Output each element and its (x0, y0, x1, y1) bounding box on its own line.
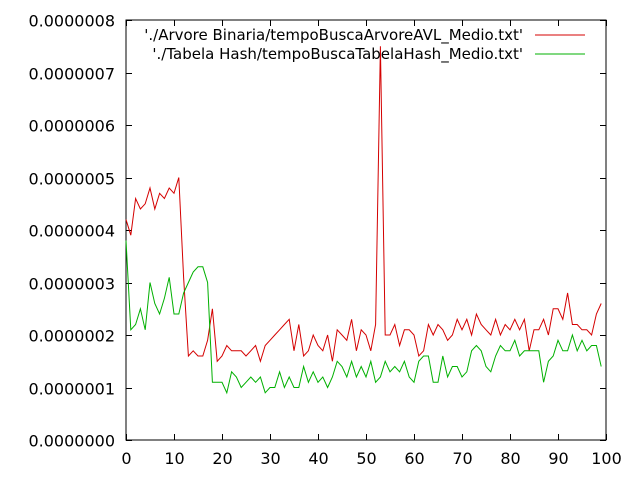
x-tick-label: 90 (548, 449, 568, 468)
x-tick-label: 20 (212, 449, 232, 468)
y-tick-label: 0.0000002 (28, 327, 115, 346)
y-tick-label: 0.0000005 (28, 170, 115, 189)
x-tick-label: 10 (164, 449, 184, 468)
x-tick-label: 50 (356, 449, 376, 468)
series-group (125, 46, 602, 395)
legend-label-1: './Arvore Binaria/tempoBuscaArvoreAVL_Me… (144, 26, 523, 45)
x-tick-label: 30 (260, 449, 280, 468)
y-tick-label: 0.0000006 (28, 117, 115, 136)
x-tick-label: 80 (500, 449, 520, 468)
y-tick-label: 0.0000004 (28, 222, 115, 241)
y-tick-label: 0.0000000 (28, 432, 115, 451)
series-line-2 (125, 240, 602, 395)
x-tick-label: 100 (591, 449, 622, 468)
x-tick-label: 60 (404, 449, 424, 468)
x-tick-label: 70 (452, 449, 472, 468)
y-tick-label: 0.0000003 (28, 275, 115, 294)
y-tick-label: 0.0000007 (28, 65, 115, 84)
legend: './Arvore Binaria/tempoBuscaArvoreAVL_Me… (144, 26, 585, 64)
x-tick-label: 40 (308, 449, 328, 468)
axes: 0 10 20 30 40 50 60 70 80 90 100 0.0000000 0.0000001… (28, 12, 621, 469)
x-tick-label: 0 (121, 449, 131, 468)
y-tick-label: 0.0000001 (28, 380, 115, 399)
series-line-1 (125, 46, 602, 364)
y-tick-label: 0.0000008 (28, 12, 115, 31)
legend-label-2: './Tabela Hash/tempoBuscaTabelaHash_Medi… (152, 45, 523, 64)
